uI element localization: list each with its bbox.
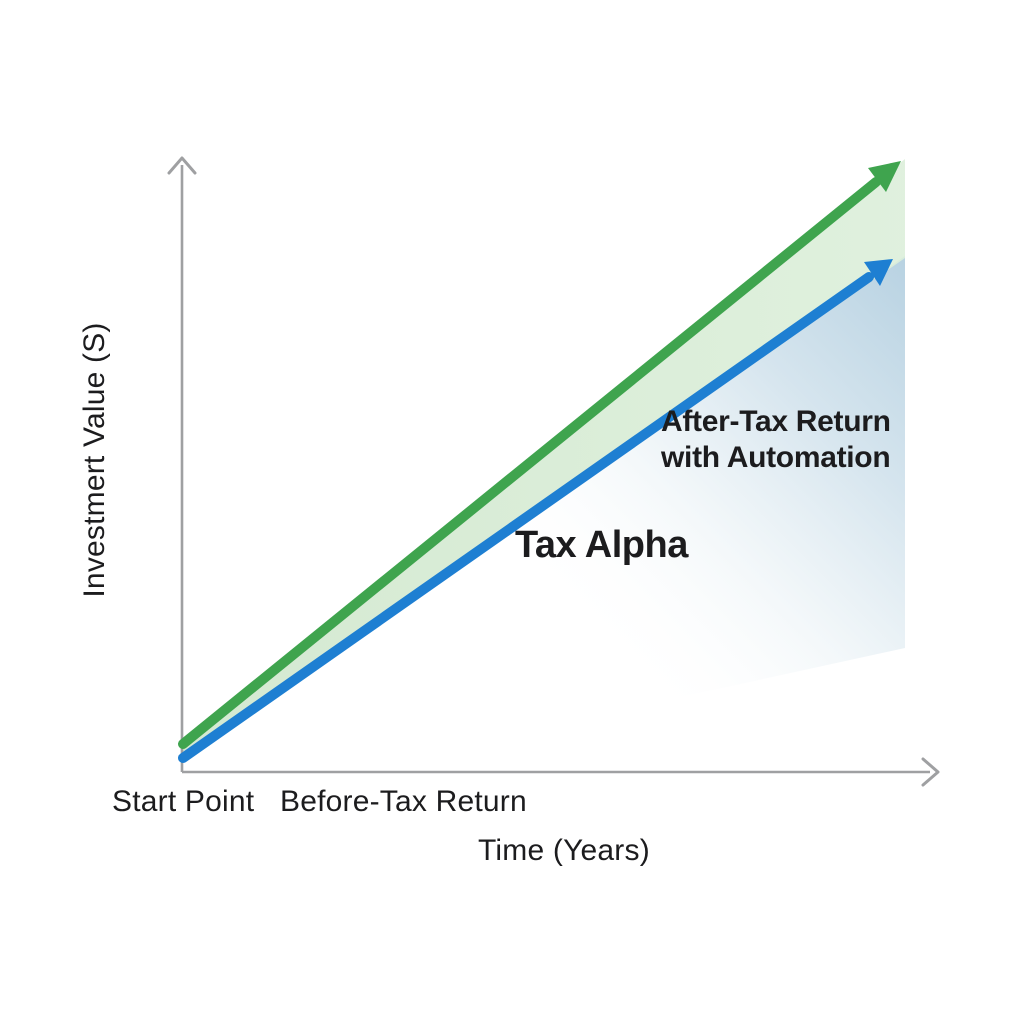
green-return-line <box>178 177 881 749</box>
before-tax-return-label: Before-Tax Return <box>280 785 527 818</box>
blue-return-line <box>178 272 874 763</box>
y-axis-label: Investmert Value (S) <box>78 322 111 598</box>
after-tax-return-label: After-Tax Return with Automation <box>661 405 891 474</box>
green-arrowhead-icon <box>868 161 901 192</box>
blue-arrowhead-icon <box>864 259 893 286</box>
start-point-label: Start Point <box>112 785 255 818</box>
below-blue-shaded-region <box>183 256 905 806</box>
x-axis-label: Time (Years) <box>478 834 650 867</box>
tax-alpha-label: Tax Alpha <box>515 524 688 566</box>
x-axis-arrow-icon <box>921 757 940 787</box>
y-axis-arrow-icon <box>167 156 197 175</box>
